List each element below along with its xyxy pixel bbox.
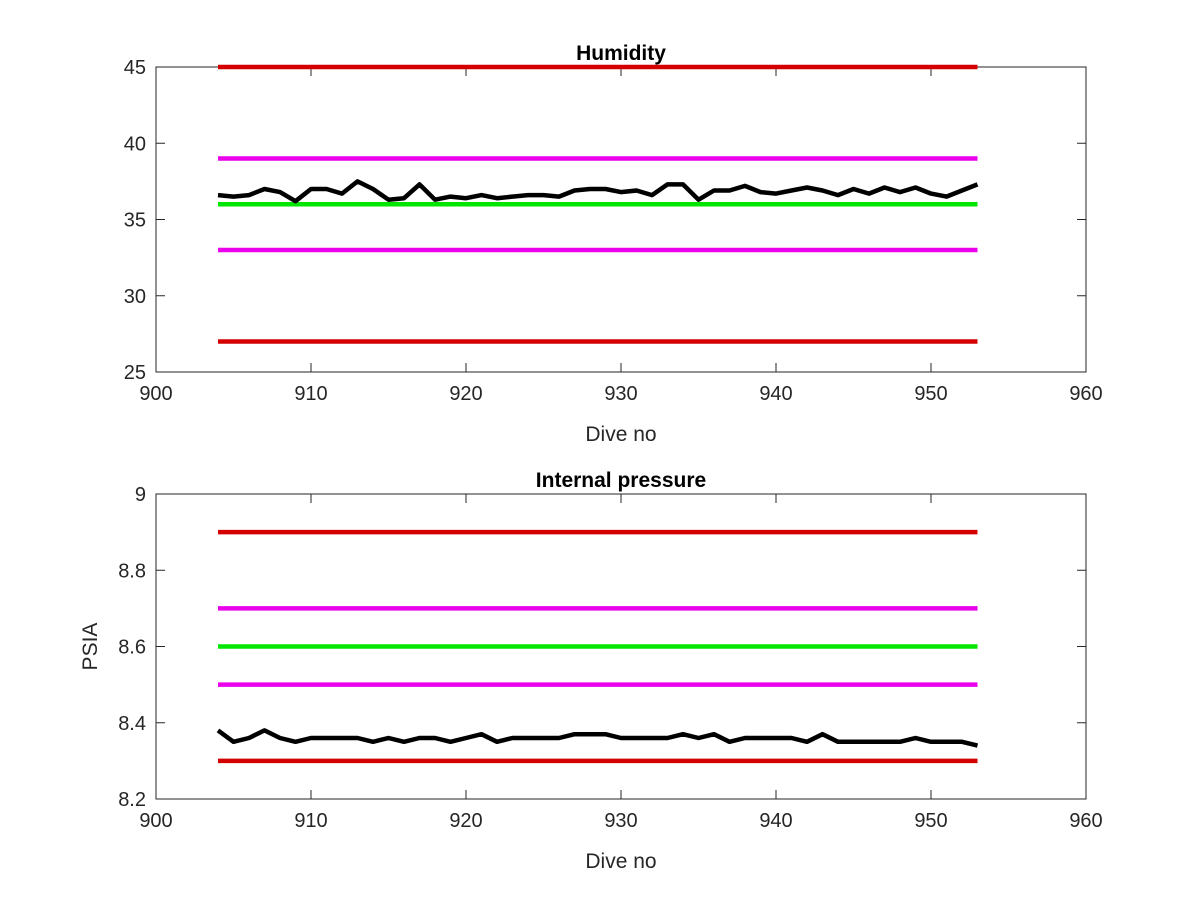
humidity-chart-title: Humidity [576, 42, 666, 65]
humidity-x-tick-label: 950 [914, 383, 947, 405]
humidity-x-tick-label: 900 [139, 383, 172, 405]
pressure-x-tick-label: 940 [759, 810, 792, 832]
humidity-x-tick-label: 930 [604, 383, 637, 405]
pressure-data-series [216, 728, 979, 748]
pressure-y-axis-label: PSIA [79, 623, 102, 671]
humidity-y-tick-label: 30 [124, 286, 146, 308]
humidity-y-tick-label: 45 [124, 57, 146, 79]
humidity-y-tick-label: 35 [124, 210, 146, 232]
pressure-y-tick-label: 8.6 [118, 637, 146, 659]
humidity-x-tick-label: 960 [1069, 383, 1102, 405]
humidity-chart: 900 910 920 930 940 950 960 25 30 35 40 45 Humidity D… [124, 42, 1103, 446]
humidity-axes-frame [155, 66, 1087, 373]
pressure-x-tick-label: 960 [1069, 810, 1102, 832]
pressure-y-tick-label: 8.4 [118, 713, 146, 735]
humidity-x-tick-label: 910 [294, 383, 327, 405]
pressure-x-tick-label: 910 [294, 810, 327, 832]
humidity-x-axis-label: Dive no [585, 423, 656, 446]
pressure-y-tick-label: 8.8 [118, 560, 146, 582]
pressure-y-tick-label: 9 [135, 484, 146, 506]
pressure-chart-title: Internal pressure [536, 469, 706, 492]
humidity-data-series [217, 179, 979, 204]
pressure-x-tick-label: 950 [914, 810, 947, 832]
pressure-x-axis-label: Dive no [585, 850, 656, 873]
internal-pressure-chart: 900 910 920 930 940 950 960 8.2 8.4 8.6 8.8 9 Intern… [79, 469, 1103, 873]
pressure-x-tick-label: 900 [139, 810, 172, 832]
humidity-y-tick-label: 40 [124, 133, 146, 155]
humidity-x-tick-label: 940 [759, 383, 792, 405]
humidity-x-tick-label: 920 [449, 383, 482, 405]
pressure-y-tick-label: 8.2 [118, 789, 146, 811]
pressure-x-tick-label: 920 [449, 810, 482, 832]
pressure-x-tick-label: 930 [604, 810, 637, 832]
humidity-y-tick-label: 25 [124, 362, 146, 384]
